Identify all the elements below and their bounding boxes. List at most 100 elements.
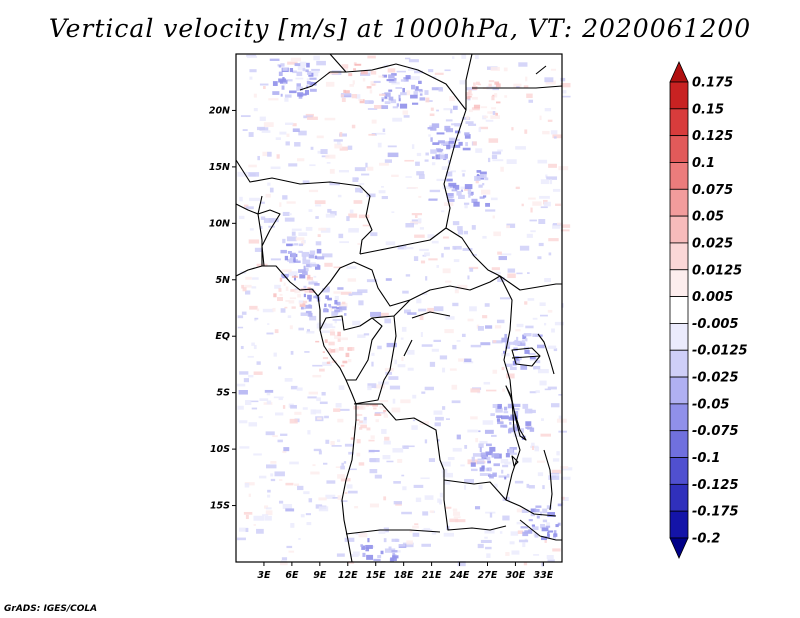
field-cell	[370, 70, 377, 75]
field-cell	[241, 311, 247, 315]
field-cell	[509, 341, 517, 345]
field-cell	[306, 81, 311, 85]
field-cell	[525, 426, 533, 429]
field-cell	[305, 310, 312, 314]
field-cell	[292, 123, 297, 127]
field-cell	[335, 403, 342, 408]
field-cell	[248, 164, 257, 168]
field-cell	[319, 401, 328, 405]
field-cell	[239, 420, 248, 424]
field-cell	[409, 530, 413, 533]
field-cell	[252, 277, 259, 280]
field-cell	[444, 329, 454, 334]
field-cell	[284, 94, 292, 98]
field-cell	[472, 141, 477, 146]
field-cell	[467, 318, 474, 322]
x-tick-label: 12E	[338, 570, 358, 581]
field-cell	[273, 293, 277, 298]
field-cell	[314, 255, 318, 259]
field-cell	[308, 281, 318, 285]
field-cell	[346, 266, 357, 269]
field-cell	[444, 69, 451, 72]
field-cell	[303, 265, 306, 271]
field-cell	[286, 545, 293, 549]
field-cell	[405, 223, 415, 228]
field-cell	[316, 60, 326, 66]
field-cell	[529, 219, 537, 222]
field-cell	[367, 108, 378, 110]
field-cell	[300, 514, 305, 518]
field-cell	[337, 439, 341, 443]
field-cell	[369, 458, 380, 463]
field-cell	[510, 414, 519, 420]
field-cell	[468, 266, 479, 270]
field-cell	[343, 89, 346, 93]
field-cell	[282, 405, 286, 409]
field-cell	[290, 57, 302, 62]
field-cell	[339, 306, 347, 311]
field-cell	[416, 298, 422, 304]
field-cell	[243, 204, 249, 208]
field-cell	[424, 386, 434, 391]
field-cell	[487, 460, 491, 464]
field-cell	[312, 364, 323, 367]
field-cell	[347, 145, 353, 150]
field-cell	[340, 364, 345, 367]
field-cell	[355, 94, 361, 99]
field-cell	[382, 128, 386, 133]
field-cell	[421, 529, 433, 532]
field-cell	[499, 531, 503, 534]
field-cell	[285, 141, 290, 146]
lake-malawi	[543, 449, 553, 511]
field-cell	[280, 561, 288, 566]
field-cell	[526, 93, 533, 99]
colorbar-label: 0.175	[692, 76, 733, 91]
field-cell	[536, 344, 545, 349]
field-cell	[419, 227, 424, 230]
field-cell	[284, 377, 293, 382]
field-cell	[369, 503, 379, 508]
field-cell	[402, 87, 405, 93]
y-tick-label: 15S	[210, 501, 230, 512]
field-cell	[360, 70, 368, 75]
field-cell	[424, 252, 430, 257]
field-cell	[416, 171, 425, 176]
field-cell	[333, 291, 341, 294]
field-cell	[407, 312, 417, 315]
field-cell	[300, 312, 309, 316]
field-cell	[521, 203, 524, 207]
border-angola-south	[345, 529, 441, 535]
field-cell	[424, 495, 434, 500]
field-cell	[452, 508, 458, 512]
field-cell	[420, 477, 430, 480]
field-cell	[308, 253, 315, 259]
field-cell	[309, 250, 316, 255]
field-cell	[346, 216, 350, 222]
field-cell	[281, 269, 292, 272]
field-cell	[543, 201, 551, 207]
field-cell	[403, 79, 409, 82]
field-cell	[384, 101, 391, 105]
field-cell	[382, 74, 388, 78]
field-cell	[525, 325, 534, 329]
field-cell	[392, 555, 399, 559]
field-cell	[302, 93, 307, 96]
field-cell	[349, 209, 354, 214]
field-cell	[541, 536, 547, 541]
field-cell	[244, 482, 255, 486]
field-cell	[394, 359, 397, 365]
field-cell	[433, 75, 437, 80]
field-cell	[317, 234, 321, 238]
field-cell	[527, 298, 535, 301]
field-cell	[491, 453, 500, 458]
field-cell	[340, 465, 345, 470]
colorbar-swatch	[669, 349, 689, 378]
field-cell	[358, 214, 370, 219]
field-cell	[366, 554, 374, 560]
colorbar-swatch	[669, 242, 689, 271]
field-cell	[525, 76, 528, 82]
field-cell	[445, 280, 452, 283]
field-cell	[450, 170, 456, 173]
field-cell	[273, 352, 277, 357]
field-cell	[262, 151, 268, 157]
